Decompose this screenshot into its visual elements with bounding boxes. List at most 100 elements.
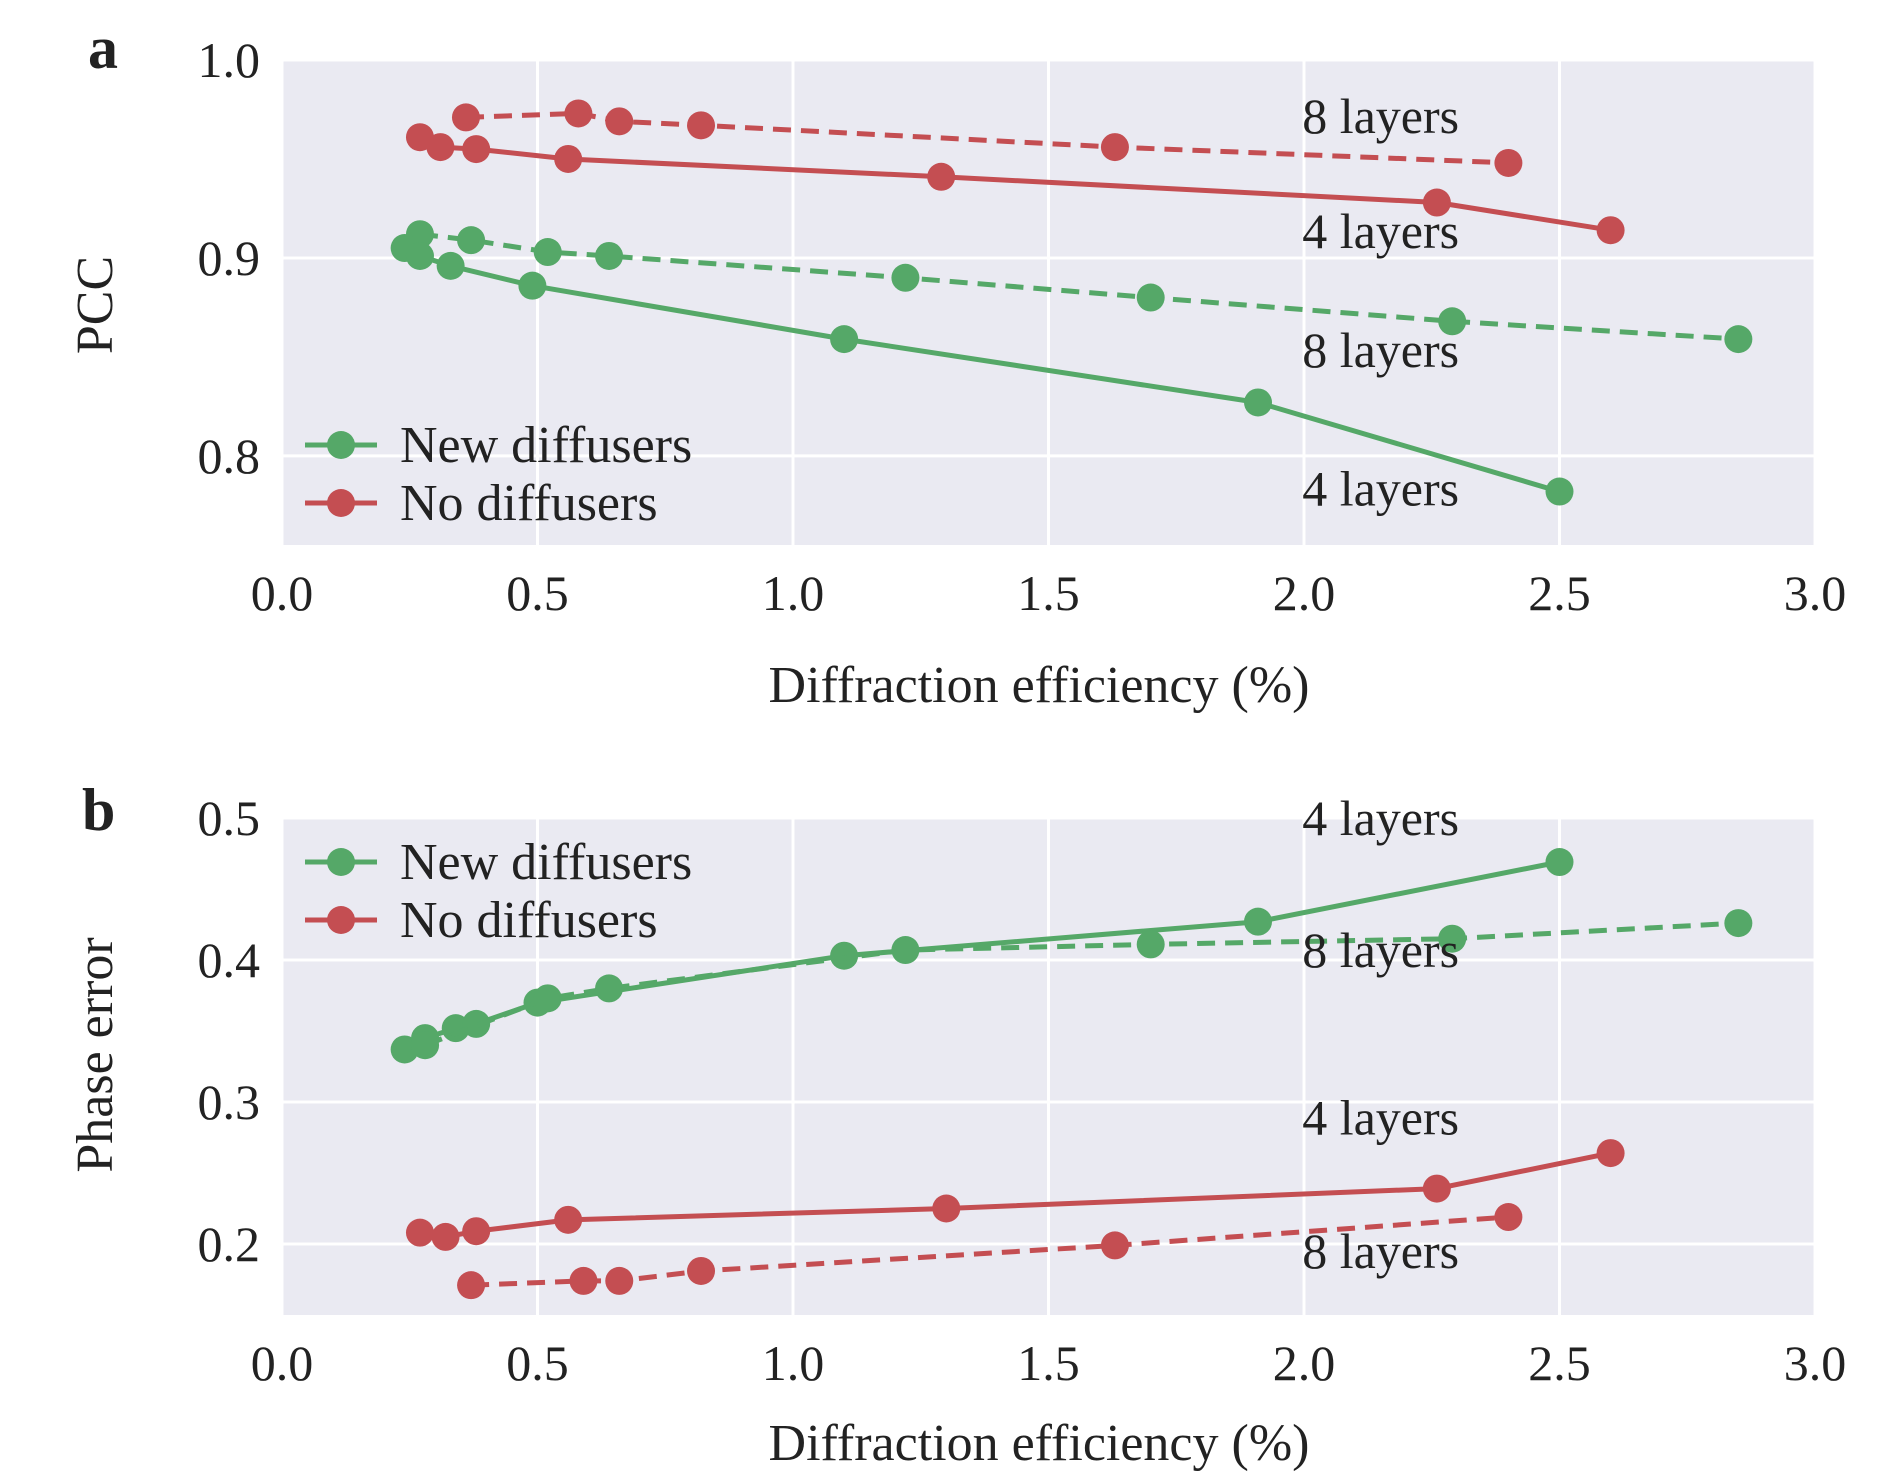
series-line (471, 1214, 1509, 1288)
data-point (426, 133, 455, 162)
layer-annotation: 4 layers (1302, 790, 1459, 846)
data-point (891, 936, 920, 965)
data-point (554, 1205, 583, 1234)
panel-b-ylabel: Phase error (67, 937, 124, 1172)
legend-label: No diffusers (400, 892, 658, 949)
data-point (1545, 848, 1574, 877)
data-point (687, 1256, 716, 1285)
panel-a-xlabel: Diffraction efficiency (%) (769, 657, 1310, 714)
series-no-diffusers-solid (405, 123, 1625, 245)
x-tick-label: 0.5 (506, 565, 569, 621)
legend-label: New diffusers (400, 417, 692, 474)
series-new-diffusers-dashed (411, 909, 1753, 1060)
x-tick-label: 1.0 (762, 565, 825, 621)
x-tick-label: 1.5 (1017, 565, 1080, 621)
series-no-diffusers-dashed (451, 99, 1523, 177)
data-point (1136, 283, 1165, 312)
data-point (687, 111, 716, 140)
data-point (1724, 909, 1753, 938)
layer-annotation: 8 layers (1302, 88, 1459, 144)
data-point (1244, 388, 1273, 417)
data-point (462, 135, 491, 164)
data-point (595, 974, 624, 1003)
data-point (462, 1009, 491, 1038)
data-point (891, 263, 920, 292)
panel-b-xlabel: Diffraction efficiency (%) (769, 1415, 1310, 1472)
data-point (405, 1218, 434, 1247)
series-no-diffusers-dashed (457, 1203, 1523, 1300)
legend-label: New diffusers (400, 834, 692, 891)
data-point (462, 1217, 491, 1246)
y-tick-label: 0.8 (198, 428, 261, 484)
data-point (405, 241, 434, 270)
data-point (830, 325, 859, 354)
x-tick-label: 1.5 (1017, 1335, 1080, 1391)
x-tick-label: 3.0 (1784, 1335, 1847, 1391)
legend-label: No diffusers (400, 475, 658, 532)
data-point (457, 1271, 486, 1300)
series-line (465, 110, 1509, 166)
data-point (1494, 1203, 1523, 1232)
data-point (533, 984, 562, 1013)
series-no-diffusers-solid (405, 1139, 1625, 1251)
x-tick-label: 2.5 (1528, 565, 1591, 621)
data-point (411, 1031, 440, 1060)
data-point (1422, 188, 1451, 217)
panel-b: b Phase error Diffraction efficiency (%)… (67, 777, 1846, 1472)
data-point (431, 1222, 460, 1251)
y-tick-label: 0.5 (198, 790, 261, 846)
y-tick-label: 0.2 (198, 1216, 261, 1272)
x-tick-label: 2.0 (1273, 1335, 1336, 1391)
data-point (436, 251, 465, 280)
data-point (569, 1266, 598, 1295)
y-tick-label: 0.4 (198, 932, 261, 988)
panel-a: a PCC Diffraction efficiency (%) 0.0 0.5 1… (67, 15, 1846, 714)
x-tick-label: 0.0 (251, 1335, 314, 1391)
y-tick-label: 1.0 (198, 32, 261, 88)
x-tick-label: 0.0 (251, 565, 314, 621)
layer-annotation: 4 layers (1302, 203, 1459, 259)
data-point (1494, 148, 1523, 177)
legend-swatch-marker (327, 848, 355, 876)
data-point (1724, 325, 1753, 354)
data-point (1100, 1231, 1129, 1260)
layer-annotation: 8 layers (1302, 922, 1459, 978)
layer-annotation: 4 layers (1302, 1090, 1459, 1146)
data-point (927, 162, 956, 191)
gridlines (280, 816, 1817, 1315)
x-tick-label: 1.0 (762, 1335, 825, 1391)
y-tick-label: 0.3 (198, 1074, 261, 1130)
layer-annotation: 8 layers (1302, 1223, 1459, 1279)
data-point (1136, 930, 1165, 959)
data-point (605, 107, 634, 136)
data-point (1596, 216, 1625, 245)
legend-swatch-marker (327, 489, 355, 517)
data-point (1438, 307, 1467, 336)
x-tick-label: 3.0 (1784, 565, 1847, 621)
data-point (932, 1194, 961, 1223)
panel-a-letter: a (88, 15, 118, 81)
series-new-diffusers-dashed (405, 220, 1753, 354)
data-point (451, 103, 480, 132)
legend-swatch-marker (327, 906, 355, 934)
data-point (554, 144, 583, 173)
legend-swatch-marker (327, 431, 355, 459)
data-point (1100, 133, 1129, 162)
data-point (1596, 1139, 1625, 1168)
layer-annotation: 4 layers (1302, 460, 1459, 516)
data-point (1244, 907, 1273, 936)
x-tick-label: 2.0 (1273, 565, 1336, 621)
x-tick-label: 0.5 (506, 1335, 569, 1391)
panel-a-ylabel: PCC (67, 256, 124, 354)
data-point (605, 1266, 634, 1295)
panel-b-letter: b (82, 777, 115, 843)
data-point (533, 238, 562, 267)
data-point (457, 226, 486, 255)
data-point (1438, 924, 1467, 953)
layer-annotation: 8 layers (1302, 322, 1459, 378)
data-point (595, 241, 624, 270)
data-point (1545, 477, 1574, 506)
